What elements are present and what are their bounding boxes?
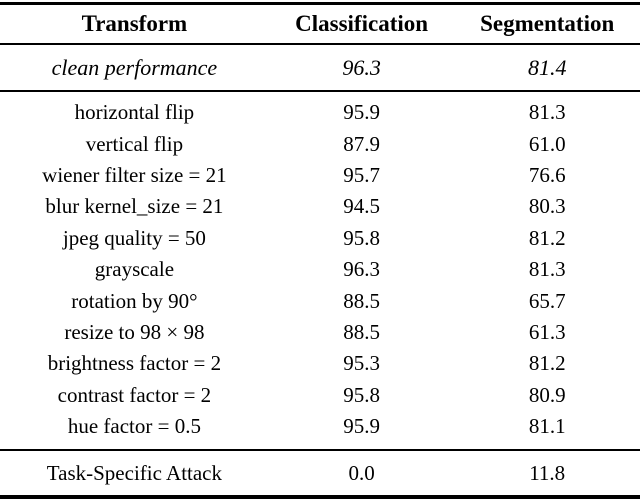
cell-classification: 88.5 <box>343 288 380 313</box>
table-row: vertical flip 87.9 61.0 <box>0 128 640 159</box>
cell-segmentation: 65.7 <box>528 288 566 313</box>
cell-classification: 95.8 <box>343 382 380 407</box>
cell-transform: horizontal flip <box>74 100 195 125</box>
cell-attack-segmentation: 11.8 <box>529 460 566 485</box>
cell-segmentation: 81.2 <box>528 225 566 250</box>
cell-segmentation: 61.0 <box>528 131 566 156</box>
cell-classification: 96.3 <box>343 257 380 282</box>
cell-segmentation: 81.3 <box>528 257 566 282</box>
clean-separator-rule <box>0 90 640 92</box>
table-row: wiener filter size = 21 95.7 76.6 <box>0 160 640 191</box>
header-separator-rule <box>0 43 640 45</box>
cell-classification: 95.9 <box>343 414 380 439</box>
cell-segmentation: 81.3 <box>528 100 566 125</box>
cell-clean-segmentation: 81.4 <box>527 54 567 80</box>
cell-transform: blur kernel_size = 21 <box>45 194 224 219</box>
cell-segmentation: 80.9 <box>528 382 566 407</box>
table-row: blur kernel_size = 21 94.5 80.3 <box>0 191 640 222</box>
cell-classification: 87.9 <box>343 131 380 156</box>
table-bottom-rule <box>0 495 640 500</box>
cell-transform: grayscale <box>94 257 175 282</box>
col-header-transform: Transform <box>81 11 188 36</box>
cell-classification: 95.3 <box>343 351 380 376</box>
table-row: contrast factor = 2 95.8 80.9 <box>0 380 640 411</box>
cell-segmentation: 81.1 <box>528 414 566 439</box>
table-row: resize to 98 × 98 88.5 61.3 <box>0 317 640 348</box>
cell-segmentation: 80.3 <box>528 194 566 219</box>
table-row: hue factor = 0.5 95.9 81.1 <box>0 411 640 442</box>
cell-segmentation: 81.2 <box>528 351 566 376</box>
table-row: grayscale 96.3 81.3 <box>0 254 640 285</box>
col-header-segmentation: Segmentation <box>480 11 615 36</box>
transform-rows-section: horizontal flip 95.9 81.3 vertical flip … <box>0 92 640 449</box>
cell-classification: 95.7 <box>343 162 380 187</box>
task-specific-attack-row: Task-Specific Attack 0.0 11.8 <box>0 451 640 495</box>
table-header-row: Transform Classification Segmentation <box>0 5 640 43</box>
cell-segmentation: 61.3 <box>528 319 566 344</box>
cell-clean-classification: 96.3 <box>342 54 381 80</box>
clean-performance-row: clean performance 96.3 81.4 <box>0 45 640 90</box>
cell-attack-transform: Task-Specific Attack <box>46 460 222 485</box>
cell-transform: vertical flip <box>85 131 184 156</box>
cell-segmentation: 76.6 <box>528 162 566 187</box>
col-header-classification: Classification <box>295 11 429 36</box>
table-top-rule <box>0 2 640 5</box>
cell-transform: hue factor = 0.5 <box>67 414 201 439</box>
cell-transform: wiener filter size = 21 <box>42 162 227 187</box>
cell-attack-classification: 0.0 <box>348 460 375 485</box>
table-row: horizontal flip 95.9 81.3 <box>0 97 640 128</box>
cell-clean-transform: clean performance <box>51 54 218 80</box>
cell-classification: 95.8 <box>343 225 380 250</box>
cell-transform: jpeg quality = 50 <box>62 225 206 250</box>
cell-transform: contrast factor = 2 <box>57 382 212 407</box>
cell-classification: 88.5 <box>343 319 380 344</box>
attack-separator-rule <box>0 449 640 452</box>
cell-transform: brightness factor = 2 <box>47 351 222 376</box>
table-row: jpeg quality = 50 95.8 81.2 <box>0 223 640 254</box>
cell-classification: 95.9 <box>343 100 380 125</box>
cell-classification: 94.5 <box>343 194 380 219</box>
table-row: rotation by 90° 88.5 65.7 <box>0 285 640 316</box>
cell-transform: resize to 98 × 98 <box>64 319 205 344</box>
cell-transform: rotation by 90° <box>71 288 198 313</box>
table-row: brightness factor = 2 95.3 81.2 <box>0 348 640 379</box>
